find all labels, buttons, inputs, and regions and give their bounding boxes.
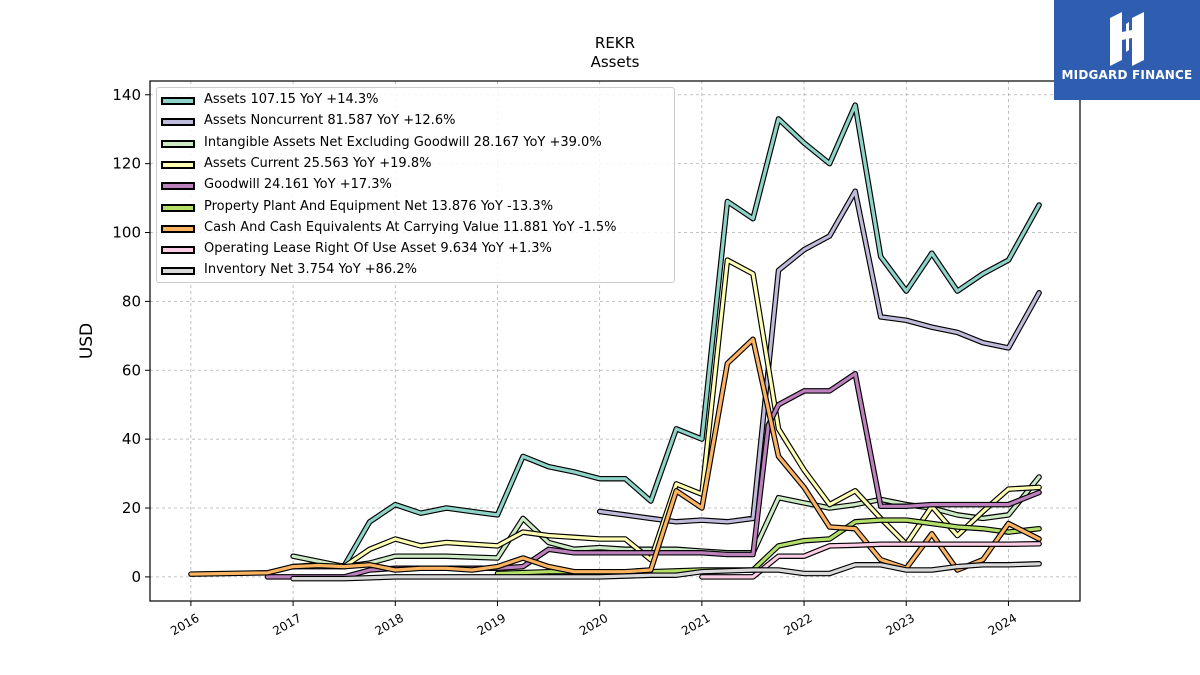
legend-label: Assets Current 25.563 YoY +19.8%	[204, 155, 432, 171]
legend-label: Inventory Net 3.754 YoY +86.2%	[204, 262, 417, 278]
midgard-finance-logo: MIDGARD FINANCE	[1054, 0, 1200, 100]
x-tick-label: 2017	[270, 611, 303, 638]
series-line	[291, 103, 1041, 569]
x-tick-label: 2021	[679, 611, 712, 638]
axes: 0 20 40 60 80 100 120 140 2016 2017 2018 2019 2020 20…	[112, 86, 1019, 638]
legend-item: Inventory Net 3.754 YoY +86.2%	[157, 261, 672, 281]
legend-label: Cash And Cash Equivalents At Carrying Va…	[204, 219, 617, 235]
logo-mark-icon	[1110, 12, 1144, 66]
x-tick-label: 2022	[781, 611, 814, 638]
y-tick-label: 140	[112, 86, 141, 104]
legend-item: Assets 107.15 YoY +14.3%	[157, 91, 672, 111]
legend-swatch	[161, 246, 195, 255]
legend-item: Assets Current 25.563 YoY +19.8%	[157, 155, 672, 175]
y-tick-label: 80	[122, 292, 141, 310]
legend-label: Property Plant And Equipment Net 13.876 …	[204, 198, 554, 214]
legend-item: Cash And Cash Equivalents At Carrying Va…	[157, 219, 672, 239]
x-tick-label: 2016	[168, 611, 201, 638]
legend-swatch	[161, 97, 195, 105]
chart-legend: Assets 107.15 YoY +14.3% Assets Noncurren…	[156, 87, 675, 283]
plot-frame	[149, 80, 1081, 602]
chart-subtitle: Assets	[591, 53, 640, 71]
legend-swatch	[161, 224, 195, 233]
legend-item: Operating Lease Right Of Use Asset 9.634…	[157, 240, 672, 260]
x-tick-label: 2019	[475, 611, 508, 638]
legend-label: Goodwill 24.161 YoY +17.3%	[204, 177, 392, 193]
chart-title: REKR	[595, 34, 635, 52]
series-line	[291, 562, 1041, 581]
y-axis-label: USD	[77, 323, 97, 359]
legend-swatch	[161, 182, 195, 191]
x-tick-label: 2020	[577, 611, 610, 638]
legend-swatch	[161, 267, 195, 276]
y-tick-label: 120	[112, 155, 141, 173]
legend-swatch	[161, 139, 195, 148]
series-8	[699, 541, 1042, 580]
y-tick-label: 60	[122, 361, 141, 379]
legend-swatch	[161, 160, 195, 169]
legend-label: Intangible Assets Net Excluding Goodwill…	[204, 134, 602, 150]
x-tick-label: 2018	[373, 611, 406, 638]
series-2	[596, 188, 1042, 525]
legend-item: Goodwill 24.161 YoY +17.3%	[157, 176, 672, 196]
y-tick-label: 0	[131, 568, 141, 586]
logo-text: MIDGARD FINANCE	[1061, 68, 1193, 82]
series-line	[700, 542, 1041, 579]
y-tick-label: 100	[112, 224, 141, 242]
legend-swatch	[161, 118, 195, 127]
legend-label: Assets Noncurrent 81.587 YoY +12.6%	[204, 113, 456, 129]
x-tick-label: 2024	[986, 611, 1019, 638]
series-line	[598, 189, 1041, 524]
x-tick-label: 2023	[884, 611, 917, 638]
series-lines	[188, 102, 1042, 582]
series-9	[290, 561, 1042, 582]
legend-item: Property Plant And Equipment Net 13.876 …	[157, 198, 672, 218]
legend-label: Operating Lease Right Of Use Asset 9.634…	[204, 241, 552, 257]
legend-label: Assets 107.15 YoY +14.3%	[204, 92, 379, 107]
legend-swatch	[161, 203, 195, 212]
legend-item: Intangible Assets Net Excluding Goodwill…	[157, 134, 672, 154]
y-tick-label: 20	[122, 499, 141, 517]
series-1	[290, 102, 1042, 570]
y-tick-label: 40	[122, 430, 141, 448]
legend-item: Assets Noncurrent 81.587 YoY +12.6%	[157, 112, 672, 132]
